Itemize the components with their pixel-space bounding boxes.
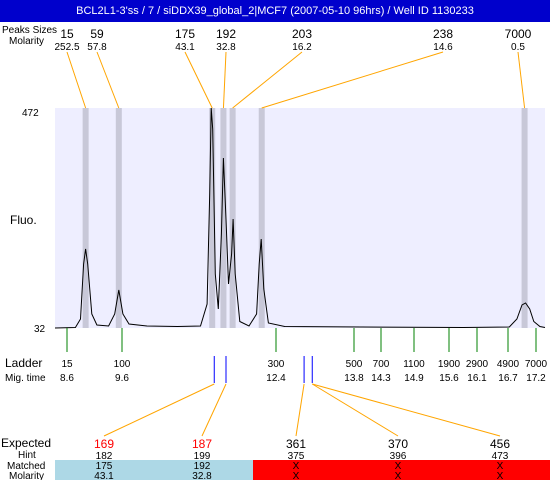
hint-value: 375 bbox=[288, 451, 305, 462]
matched-label: Matched bbox=[7, 461, 45, 472]
ladder-size-label: 300 bbox=[268, 359, 285, 370]
peak-size-label: 192 bbox=[216, 27, 236, 41]
matched-molarity-value: X bbox=[293, 471, 300, 480]
hint-label: Hint bbox=[18, 450, 36, 461]
peak-connector bbox=[222, 51, 227, 109]
peak-size-label: 203 bbox=[292, 27, 312, 41]
peak-connector bbox=[66, 51, 87, 109]
plot-area bbox=[55, 108, 545, 328]
ladder-size-label: 100 bbox=[114, 359, 131, 370]
chart-title: BCL2L1-3'ss / 7 / siDDX39_global_2|MCF7 … bbox=[76, 5, 474, 17]
peak-molarity-label: 252.5 bbox=[54, 42, 79, 53]
y-tick-top: 472 bbox=[22, 108, 39, 119]
ladder-mig-time-label: 14.3 bbox=[371, 373, 391, 384]
peak-band bbox=[209, 108, 216, 328]
peak-size-label: 59 bbox=[90, 27, 104, 41]
ladder-size-label: 7000 bbox=[525, 359, 548, 370]
hint-value: 182 bbox=[96, 451, 113, 462]
peak-band bbox=[258, 108, 265, 328]
peak-band bbox=[82, 108, 89, 328]
matched-value: X bbox=[395, 461, 402, 472]
peak-band bbox=[220, 108, 227, 328]
ladder-mig-time-label: 9.6 bbox=[115, 373, 129, 384]
ladder-size-label: 1900 bbox=[438, 359, 461, 370]
peak-molarity-label: 57.8 bbox=[87, 42, 107, 53]
peak-size-label: 175 bbox=[175, 27, 195, 41]
expected-value: 187 bbox=[192, 437, 212, 451]
ladder-mig-time-label: 17.2 bbox=[526, 373, 546, 384]
matched-molarity-value: 32.8 bbox=[192, 471, 212, 480]
molarity-label: Molarity bbox=[9, 36, 44, 47]
matched-value: 192 bbox=[194, 461, 211, 472]
peak-band bbox=[229, 108, 236, 328]
expected-connector bbox=[311, 383, 399, 437]
expected-value: 456 bbox=[490, 437, 510, 451]
peak-molarity-label: 0.5 bbox=[511, 42, 525, 53]
peak-band bbox=[115, 108, 122, 328]
expected-connector bbox=[201, 383, 227, 437]
hint-value: 396 bbox=[390, 451, 407, 462]
ladder-mig-time-label: 14.9 bbox=[404, 373, 424, 384]
peak-connector bbox=[517, 51, 526, 109]
hint-value: 473 bbox=[492, 451, 509, 462]
peaks-sizes-label: Peaks Sizes bbox=[2, 25, 57, 36]
unmatched-band bbox=[253, 460, 550, 480]
ladder-size-label: 1100 bbox=[403, 359, 425, 370]
mig-time-label: Mig. time bbox=[5, 373, 46, 384]
ladder-mig-time-label: 16.1 bbox=[467, 373, 487, 384]
matched-value: X bbox=[497, 461, 504, 472]
peak-molarity-label: 14.6 bbox=[433, 42, 453, 53]
peak-connector bbox=[232, 51, 303, 109]
expected-value: 361 bbox=[286, 437, 306, 451]
expected-connector bbox=[295, 383, 305, 437]
expected-label: Expected bbox=[1, 436, 51, 450]
ladder-mig-time-label: 13.8 bbox=[344, 373, 364, 384]
matched-value: X bbox=[293, 461, 300, 472]
ladder-size-label: 700 bbox=[373, 359, 390, 370]
matched-molarity-value: X bbox=[497, 471, 504, 480]
expected-value: 169 bbox=[94, 437, 114, 451]
fluo-axis-label: Fluo. bbox=[10, 213, 37, 227]
matched-molarity-value: X bbox=[395, 471, 402, 480]
matched-value: 175 bbox=[96, 461, 113, 472]
ladder-size-label: 500 bbox=[346, 359, 363, 370]
peak-molarity-label: 16.2 bbox=[292, 42, 312, 53]
peak-band bbox=[521, 108, 528, 328]
expected-connector bbox=[312, 383, 501, 437]
ladder-mig-time-label: 8.6 bbox=[60, 373, 74, 384]
ladder-label: Ladder bbox=[5, 356, 42, 370]
expected-connector bbox=[103, 383, 215, 437]
y-tick-bottom: 32 bbox=[34, 324, 46, 335]
peak-size-label: 15 bbox=[60, 27, 74, 41]
fluorescence-trace bbox=[54, 107, 546, 329]
peak-molarity-label: 43.1 bbox=[175, 42, 195, 53]
expected-value: 370 bbox=[388, 437, 408, 451]
ladder-size-label: 15 bbox=[61, 359, 73, 370]
peak-molarity-label: 32.8 bbox=[216, 42, 236, 53]
peak-size-label: 7000 bbox=[505, 27, 532, 41]
ladder-size-label: 2900 bbox=[466, 359, 489, 370]
matched-band bbox=[55, 460, 253, 480]
matched-molarity-value: 43.1 bbox=[94, 471, 114, 480]
ladder-mig-time-label: 15.6 bbox=[439, 373, 459, 384]
chart-title-bar: BCL2L1-3'ss / 7 / siDDX39_global_2|MCF7 … bbox=[0, 0, 550, 22]
ladder-mig-time-label: 16.7 bbox=[498, 373, 518, 384]
ladder-mig-time-label: 12.4 bbox=[266, 373, 286, 384]
peak-size-label: 238 bbox=[433, 27, 453, 41]
ladder-size-label: 4900 bbox=[497, 359, 520, 370]
peak-connector bbox=[261, 51, 444, 109]
hint-value: 199 bbox=[194, 451, 211, 462]
peak-connector bbox=[96, 51, 120, 109]
peak-connector bbox=[184, 51, 213, 109]
bottom-molarity-label: Molarity bbox=[9, 471, 44, 480]
